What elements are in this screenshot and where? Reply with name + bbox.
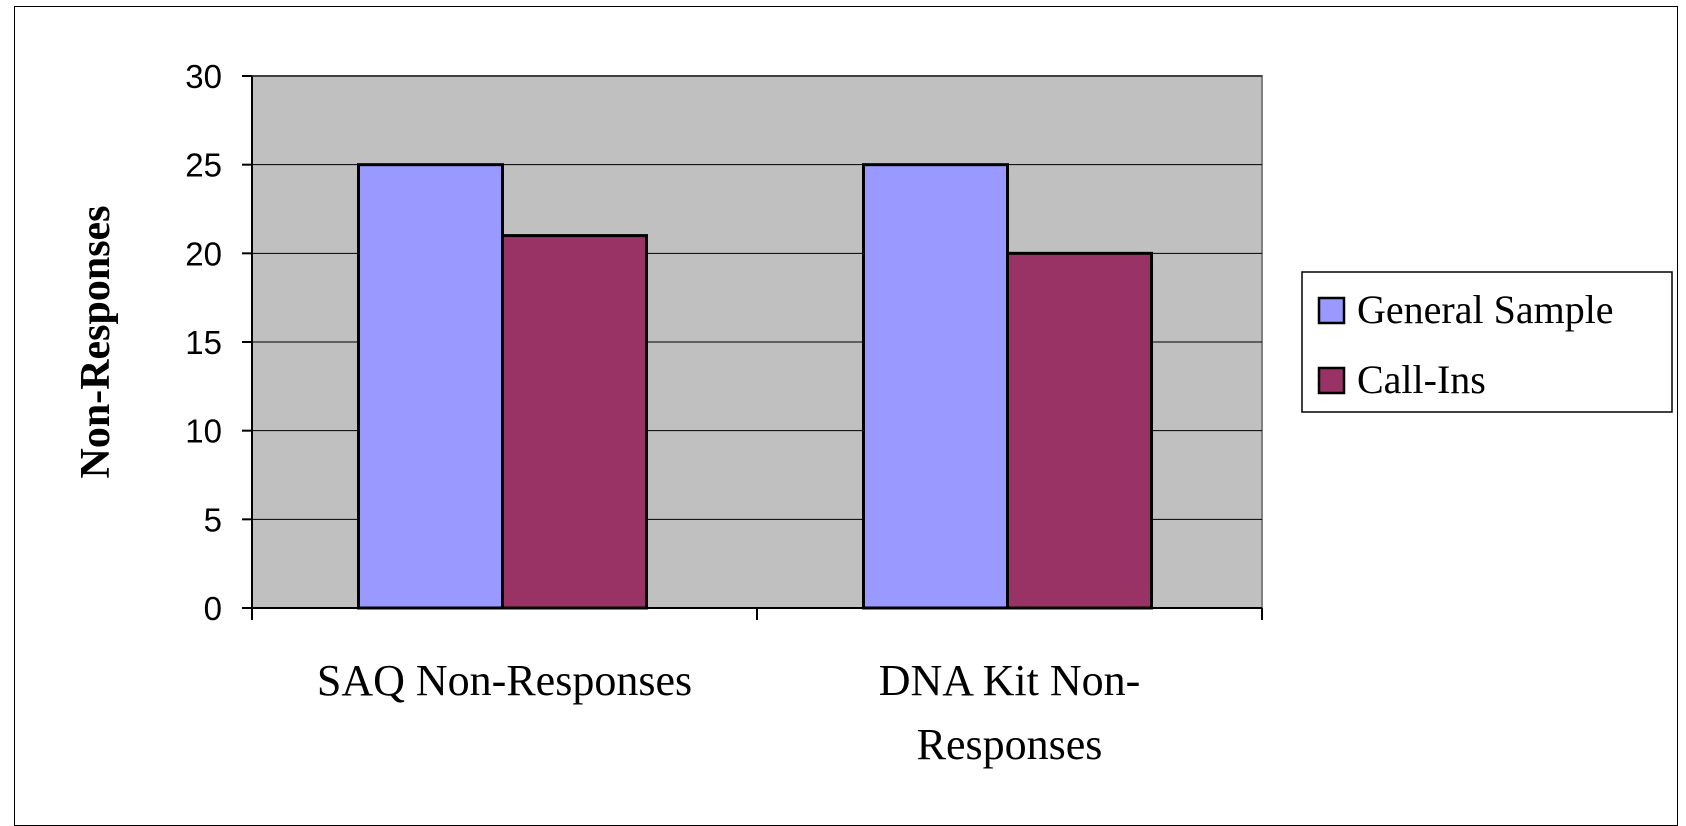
y-axis-label: Non-Responses bbox=[73, 205, 119, 478]
category-labels: SAQ Non-Responses DNA Kit Non-Responses bbox=[317, 656, 1140, 769]
y-tick-label: 0 bbox=[204, 590, 222, 627]
category-label: DNA Kit Non-Responses bbox=[879, 656, 1141, 769]
y-tick-label: 15 bbox=[185, 324, 222, 361]
legend-label: General Sample bbox=[1357, 287, 1614, 332]
legend: General Sample Call-Ins bbox=[1301, 271, 1673, 413]
legend-swatch bbox=[1317, 296, 1346, 325]
y-tick-labels: 0 5 10 15 20 25 30 bbox=[185, 58, 222, 627]
y-tick-label: 5 bbox=[204, 501, 222, 538]
bars bbox=[357, 163, 1153, 610]
bar bbox=[501, 234, 648, 610]
y-tick-label: 25 bbox=[185, 147, 222, 184]
bar bbox=[357, 163, 504, 610]
axes bbox=[242, 75, 1263, 620]
legend-swatch bbox=[1317, 366, 1346, 395]
bar bbox=[1006, 251, 1153, 610]
legend-label: Call-Ins bbox=[1357, 357, 1486, 402]
y-tick-label: 10 bbox=[185, 413, 222, 450]
category-label: SAQ Non-Responses bbox=[317, 656, 692, 705]
legend-box bbox=[1301, 271, 1673, 413]
y-tick-label: 20 bbox=[185, 235, 222, 272]
bar bbox=[862, 163, 1009, 610]
y-tick-label: 30 bbox=[185, 58, 222, 95]
